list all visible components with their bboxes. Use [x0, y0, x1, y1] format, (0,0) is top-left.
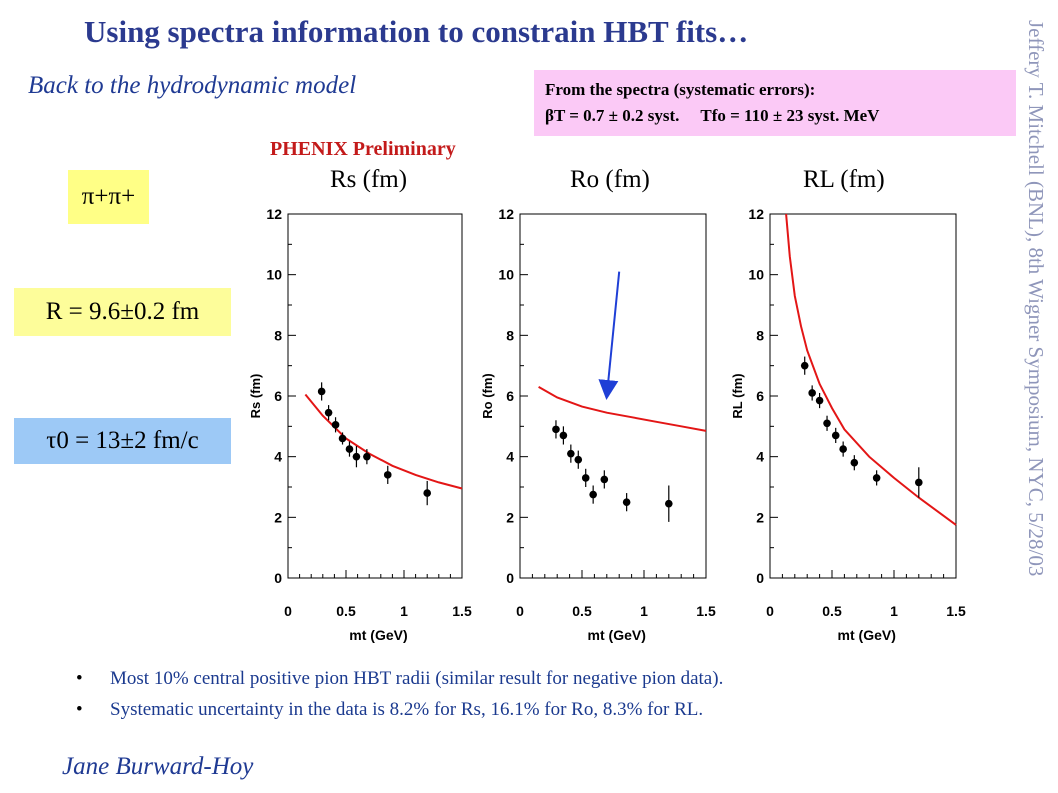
y-tick-label-ro: 8 — [506, 327, 514, 343]
data-point-ro — [665, 499, 673, 508]
y-tick-label-rs: 4 — [274, 449, 282, 465]
author-name: Jane Burward-Hoy — [62, 753, 254, 780]
spectra-box-values: βT = 0.7 ± 0.2 syst. Tfo = 110 ± 23 syst… — [545, 106, 879, 126]
plot-frame-rs — [287, 213, 463, 579]
model-curve-ro — [538, 386, 707, 432]
panel-label-rl: RL (fm) — [803, 166, 885, 193]
y-axis-label-rl: RL (fm) — [730, 373, 745, 418]
y-tick-label-rs: 8 — [274, 327, 282, 343]
bullet-text: Most 10% central positive pion HBT radii… — [110, 668, 724, 689]
y-tick-label-rl: 2 — [756, 509, 764, 525]
slide-subtitle: Back to the hydrodynamic model — [28, 72, 357, 99]
panel-label-ro: Ro (fm) — [570, 166, 650, 193]
data-point-rl — [839, 445, 847, 453]
y-tick-label-rl: 10 — [748, 267, 764, 283]
y-tick-label-rs: 0 — [274, 570, 282, 586]
model-curve-rl — [785, 213, 957, 526]
vertical-credit: Jeffery T. Mitchell (BNL), 8th Wigner Sy… — [1024, 20, 1056, 780]
y-tick-label-ro: 4 — [506, 449, 514, 465]
y-tick-label-rl: 4 — [756, 449, 764, 465]
plot-frame-ro — [519, 213, 707, 579]
slide-title: Using spectra information to constrain H… — [84, 14, 749, 49]
x-tick-label-rs: 0 — [284, 603, 292, 619]
data-point-rs — [423, 489, 432, 497]
y-tick-label-rl: 12 — [748, 206, 764, 222]
bullet-item: • Most 10% central positive pion HBT rad… — [70, 668, 1020, 699]
x-tick-label-rl: 1 — [890, 603, 898, 619]
spectra-box-heading: From the spectra (systematic errors): — [545, 80, 816, 99]
x-tick-label-ro: 1 — [640, 603, 648, 619]
y-tick-label-rs: 2 — [274, 509, 282, 525]
radius-parameter-box: R = 9.6±0.2 fm — [14, 288, 231, 336]
x-axis-label-ro: mt (GeV) — [588, 627, 646, 643]
spectra-info-box: From the spectra (systematic errors): βT… — [534, 70, 1016, 136]
data-point-rs — [352, 452, 361, 461]
bullet-dot: • — [76, 668, 83, 689]
phenix-preliminary-label: PHENIX Preliminary — [270, 138, 456, 160]
data-point-rs — [324, 408, 333, 417]
tau-parameter-box: τ0 = 13±2 fm/c — [14, 418, 231, 464]
y-tick-label-rl: 0 — [756, 570, 764, 586]
data-point-rl — [915, 478, 923, 487]
data-point-rl — [823, 419, 831, 428]
x-tick-label-rs: 1.5 — [452, 603, 472, 619]
y-axis-label-rs: Rs (fm) — [248, 374, 263, 419]
data-point-rs — [383, 471, 392, 479]
data-point-rs — [345, 445, 354, 453]
pion-pair-box: π+π+ — [68, 170, 149, 224]
data-point-rl — [850, 458, 859, 467]
y-tick-label-ro: 6 — [506, 388, 514, 404]
data-point-ro — [567, 449, 575, 458]
x-tick-label-ro: 0.5 — [572, 603, 592, 619]
panel-label-rs: Rs (fm) — [330, 166, 408, 193]
y-tick-label-rl: 6 — [756, 388, 764, 404]
y-tick-label-ro: 10 — [498, 267, 514, 283]
x-axis-label-rs: mt (GeV) — [349, 627, 407, 643]
y-tick-label-rl: 8 — [756, 327, 764, 343]
data-point-ro — [622, 498, 631, 506]
x-axis-label-rl: mt (GeV) — [838, 627, 896, 643]
x-tick-label-rs: 0.5 — [336, 603, 356, 619]
data-point-rl — [808, 389, 816, 397]
y-axis-label-ro: Ro (fm) — [480, 373, 495, 419]
data-point-rs — [317, 387, 326, 396]
x-tick-label-ro: 0 — [516, 603, 524, 619]
bullet-list: • Most 10% central positive pion HBT rad… — [70, 668, 1020, 730]
plot-frame-rl — [769, 213, 957, 579]
y-tick-label-ro: 2 — [506, 509, 514, 525]
data-point-rs — [338, 434, 347, 443]
data-point-ro — [581, 474, 590, 482]
data-point-rs — [363, 452, 371, 461]
data-point-ro — [600, 475, 609, 484]
model-curve-rs — [304, 393, 463, 490]
freezeout-temp-value: Tfo = 110 ± 23 syst. MeV — [700, 106, 880, 125]
y-tick-label-ro: 12 — [498, 206, 514, 222]
data-point-rl — [800, 361, 809, 370]
x-tick-label-rs: 1 — [400, 603, 408, 619]
beta-value: βT = 0.7 ± 0.2 syst. — [545, 106, 680, 125]
x-tick-label-rl: 1.5 — [946, 603, 966, 619]
data-point-rl — [872, 474, 881, 482]
data-point-ro — [589, 490, 597, 499]
annotation-arrow-ro — [598, 271, 621, 400]
data-point-ro — [574, 455, 583, 464]
data-point-rl — [831, 431, 840, 440]
vertical-credit-text: Jeffery T. Mitchell (BNL), 8th Wigner Sy… — [1024, 20, 1048, 577]
bullet-item: • Systematic uncertainty in the data is … — [70, 699, 1020, 730]
data-point-ro — [559, 431, 568, 440]
bullet-text: Systematic uncertainty in the data is 8.… — [110, 699, 704, 720]
y-tick-label-rs: 6 — [274, 388, 282, 404]
x-tick-label-rl: 0.5 — [822, 603, 842, 619]
y-tick-label-rs: 12 — [266, 206, 282, 222]
x-tick-label-rl: 0 — [766, 603, 774, 619]
x-tick-label-ro: 1.5 — [696, 603, 716, 619]
data-point-rl — [815, 396, 824, 405]
bullet-dot: • — [76, 699, 83, 720]
data-point-rs — [331, 421, 340, 429]
y-tick-label-rs: 10 — [266, 267, 282, 283]
data-point-ro — [552, 425, 560, 434]
y-tick-label-ro: 0 — [506, 570, 514, 586]
